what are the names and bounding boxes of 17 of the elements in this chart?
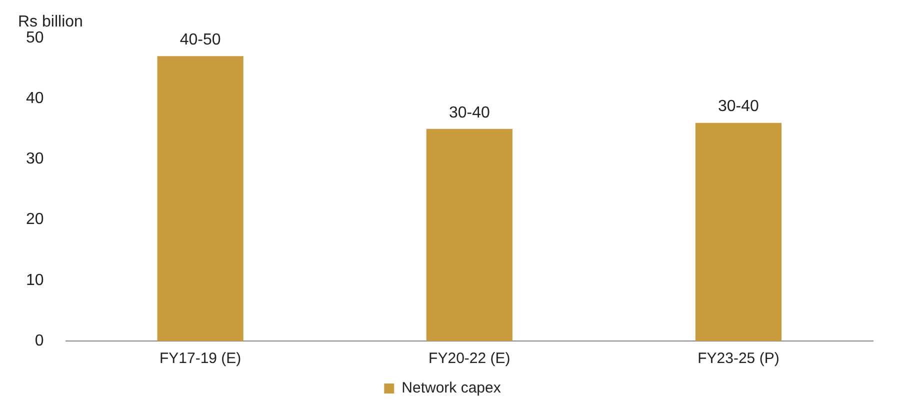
x-tick-label: FY17-19 (E): [159, 350, 242, 368]
bar: [695, 122, 782, 341]
legend-label: Network capex: [402, 380, 502, 397]
data-label: 30-40: [718, 98, 760, 116]
bar: [157, 56, 244, 341]
y-tick-label: 40: [26, 90, 44, 108]
y-tick-label: 0: [34, 332, 44, 350]
data-label: 40-50: [180, 32, 221, 49]
y-tick-label: 50: [26, 29, 44, 46]
bar: [426, 128, 512, 341]
y-tick-label: 20: [26, 211, 44, 228]
x-tick-label: FY20-22 (E): [428, 350, 510, 368]
y-tick-label: 30: [26, 150, 44, 168]
y-tick-label: 10: [26, 272, 44, 289]
data-label: 30-40: [448, 104, 490, 122]
x-tick-label: FY23-25 (P): [698, 350, 780, 368]
y-axis-title: Rs billion: [18, 13, 83, 30]
